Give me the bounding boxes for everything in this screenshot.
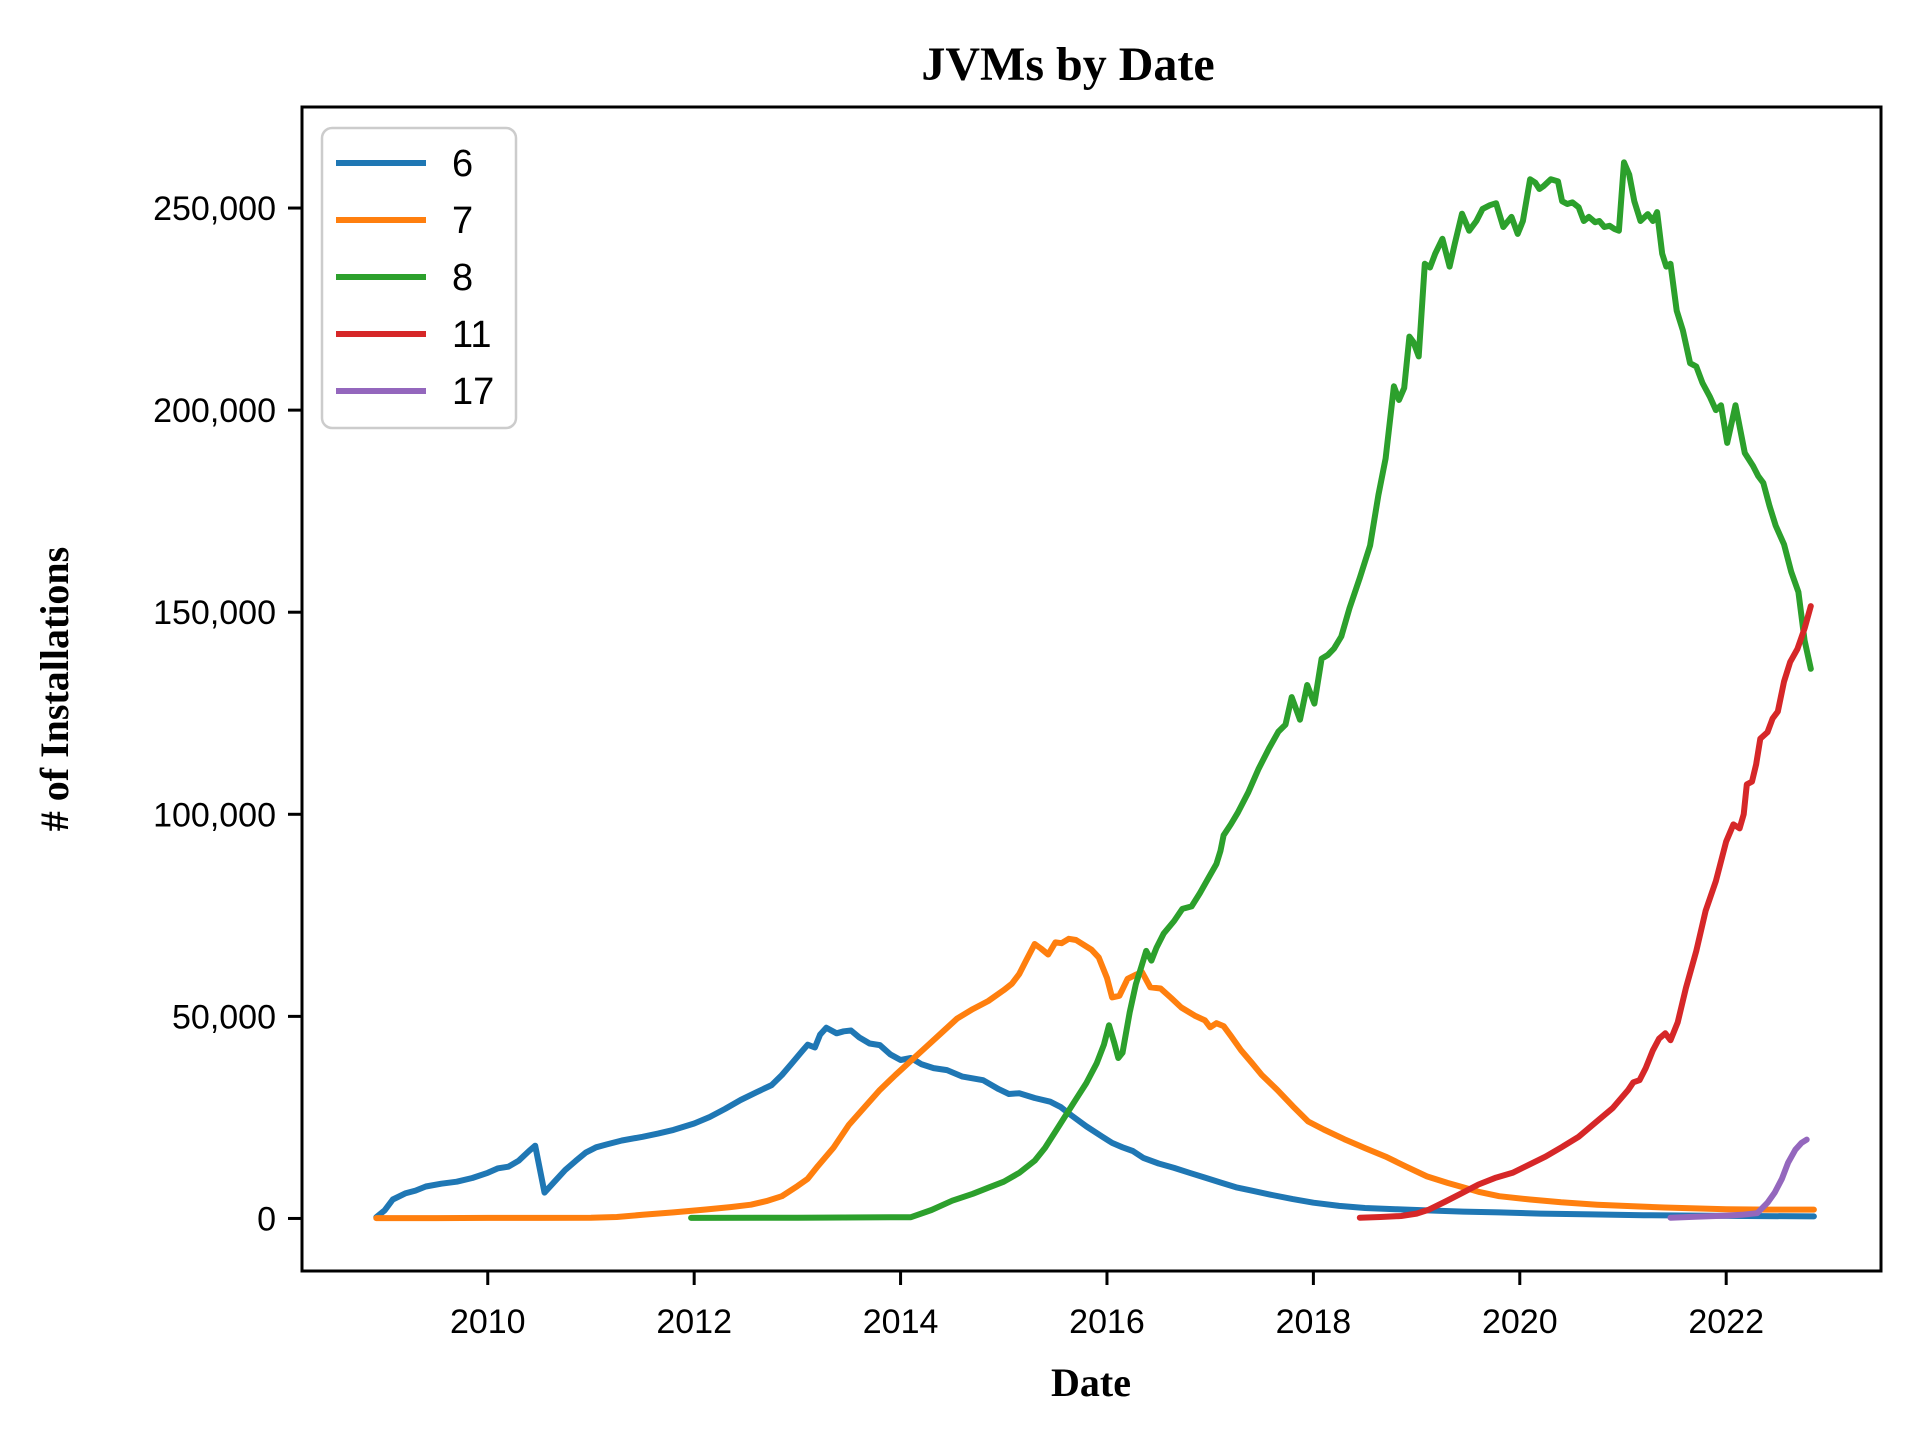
legend-label-17: 17: [452, 371, 494, 413]
legend-label-8: 8: [452, 257, 473, 299]
chart-title: JVMs by Date: [921, 38, 1214, 91]
legend: 6 7 8 11 17: [320, 126, 518, 430]
series-line-6: [373, 1024, 1817, 1221]
x-tick-label: 2012: [656, 1303, 732, 1341]
series-line-17: [1667, 1136, 1810, 1221]
x-tick-label: 2010: [450, 1303, 526, 1341]
x-tick-label: 2016: [1069, 1303, 1145, 1341]
y-tick-label: 50,000: [172, 998, 276, 1036]
legend-entry-6: 6: [336, 143, 473, 185]
y-tick-label: 0: [257, 1200, 276, 1238]
x-tick-label: 2022: [1688, 1303, 1764, 1341]
series-line-7: [373, 935, 1817, 1222]
x-tick-label: 2018: [1276, 1303, 1352, 1341]
legend-entry-17: 17: [336, 371, 494, 413]
y-tick-label: 100,000: [153, 796, 276, 834]
legend-entry-8: 8: [336, 257, 473, 299]
legend-entry-7: 7: [336, 200, 473, 242]
y-tick-label: 200,000: [153, 392, 276, 430]
legend-label-6: 6: [452, 143, 473, 185]
plot-frame: [300, 105, 1883, 1273]
ticks-layer: 2010 2012 2014 2016 2018 2020 2022 0 50,000 100,0…: [153, 190, 1764, 1341]
y-tick-label: 250,000: [153, 190, 276, 228]
series-line-8: [688, 159, 1814, 1221]
legend-entry-11: 11: [336, 314, 491, 356]
legend-label-11: 11: [452, 314, 491, 356]
x-tick-label: 2014: [863, 1303, 939, 1341]
series-layer: [373, 159, 1817, 1222]
x-tick-label: 2020: [1482, 1303, 1558, 1341]
plot-frame-rect: [300, 105, 1883, 1273]
y-axis-label: # of Installations: [32, 547, 77, 832]
x-axis-label: Date: [1051, 1360, 1131, 1405]
series-line-11: [1356, 603, 1814, 1221]
y-tick-label: 150,000: [153, 594, 276, 632]
legend-label-7: 7: [452, 200, 473, 242]
